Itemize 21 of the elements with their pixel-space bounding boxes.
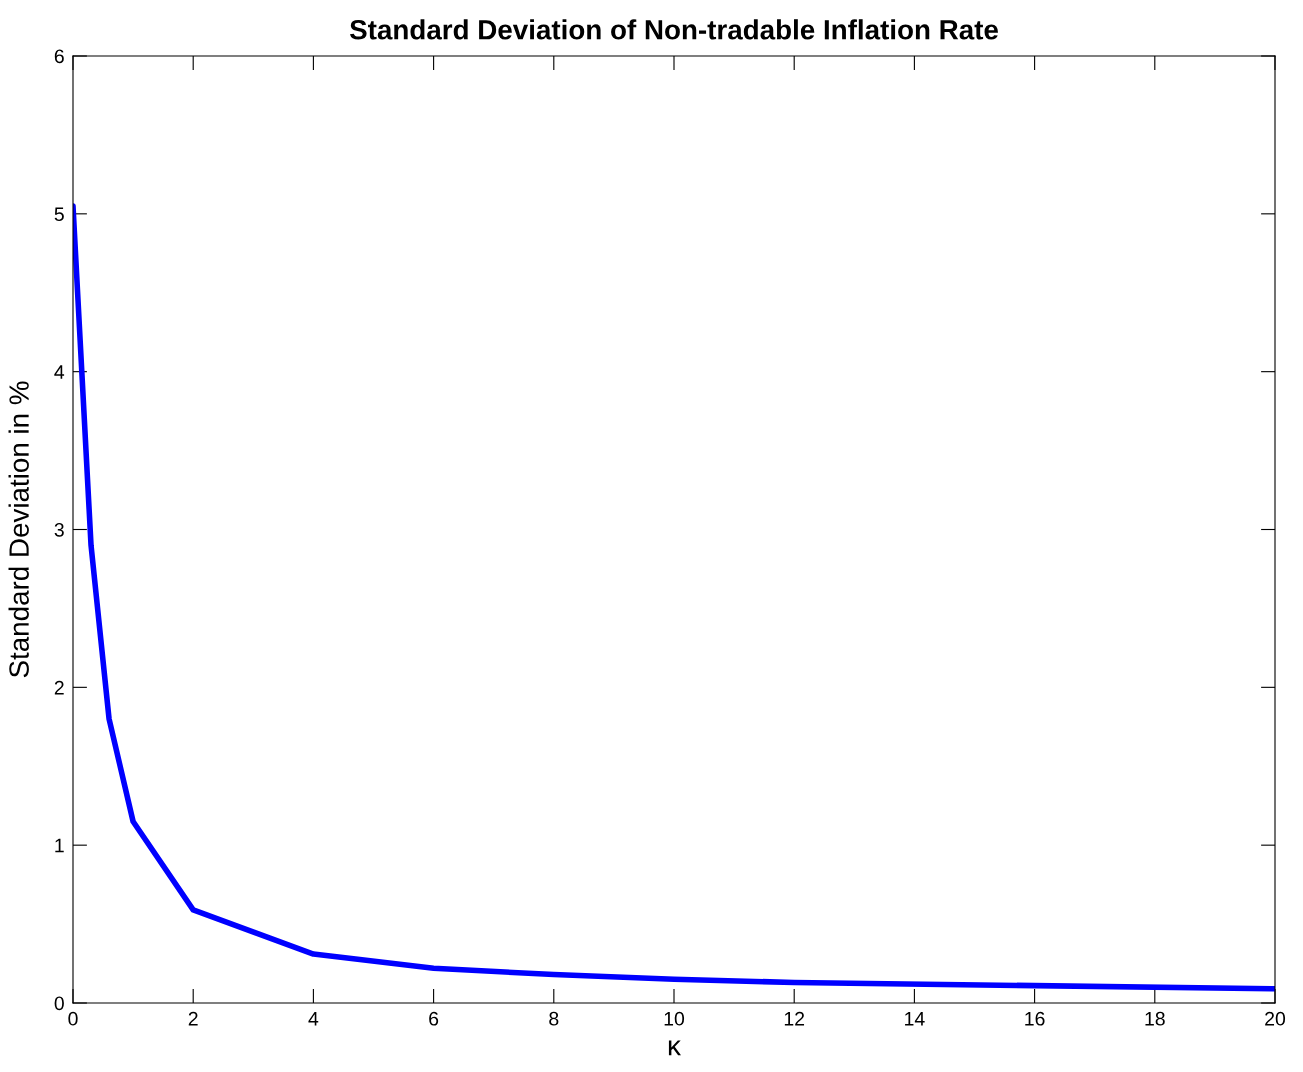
y-tick-label: 2 [54, 680, 64, 695]
x-tick-label: 4 [308, 1012, 319, 1026]
y-axis-title: Standard Deviation in % [8, 381, 29, 678]
x-tick-label: 18 [1145, 1011, 1165, 1026]
y-tick-label: 1 [55, 838, 64, 853]
x-tick-label: 2 [188, 1011, 198, 1026]
chart-title: Standard Deviation of Non-tradable Inflation Rate [349, 19, 998, 40]
x-axis-title: κ [668, 1040, 681, 1056]
x-tick-label: 16 [1025, 1011, 1045, 1026]
y-tick-label: 0 [54, 996, 64, 1011]
y-tick-label: 6 [54, 49, 64, 64]
y-tick-label: 3 [54, 522, 64, 537]
x-tick-label: 6 [429, 1011, 439, 1026]
x-tick-label: 10 [664, 1011, 685, 1026]
x-tick-label: 14 [905, 1012, 925, 1026]
y-tick-label: 4 [54, 365, 65, 379]
x-tick-label: 20 [1265, 1011, 1286, 1026]
y-tick-label: 5 [54, 207, 64, 222]
x-tick-label: 0 [68, 1011, 78, 1026]
x-tick-label: 8 [549, 1011, 559, 1026]
x-tick-label: 12 [784, 1011, 805, 1026]
